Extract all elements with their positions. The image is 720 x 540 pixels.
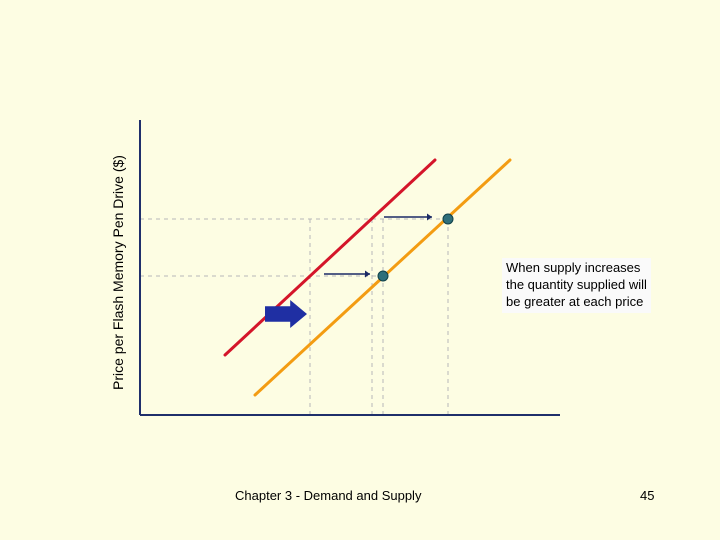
annotation-box: When supply increases the quantity suppl… [502,258,651,313]
annotation-line-2: the quantity supplied will [506,277,647,294]
annotation-line-1: When supply increases [506,260,647,277]
annotation-line-3: be greater at each price [506,294,647,311]
footer-chapter-title: Chapter 3 - Demand and Supply [235,488,421,503]
slide: Price per Flash Memory Pen Drive ($) Whe… [0,0,720,540]
footer-page-number: 45 [640,488,654,503]
